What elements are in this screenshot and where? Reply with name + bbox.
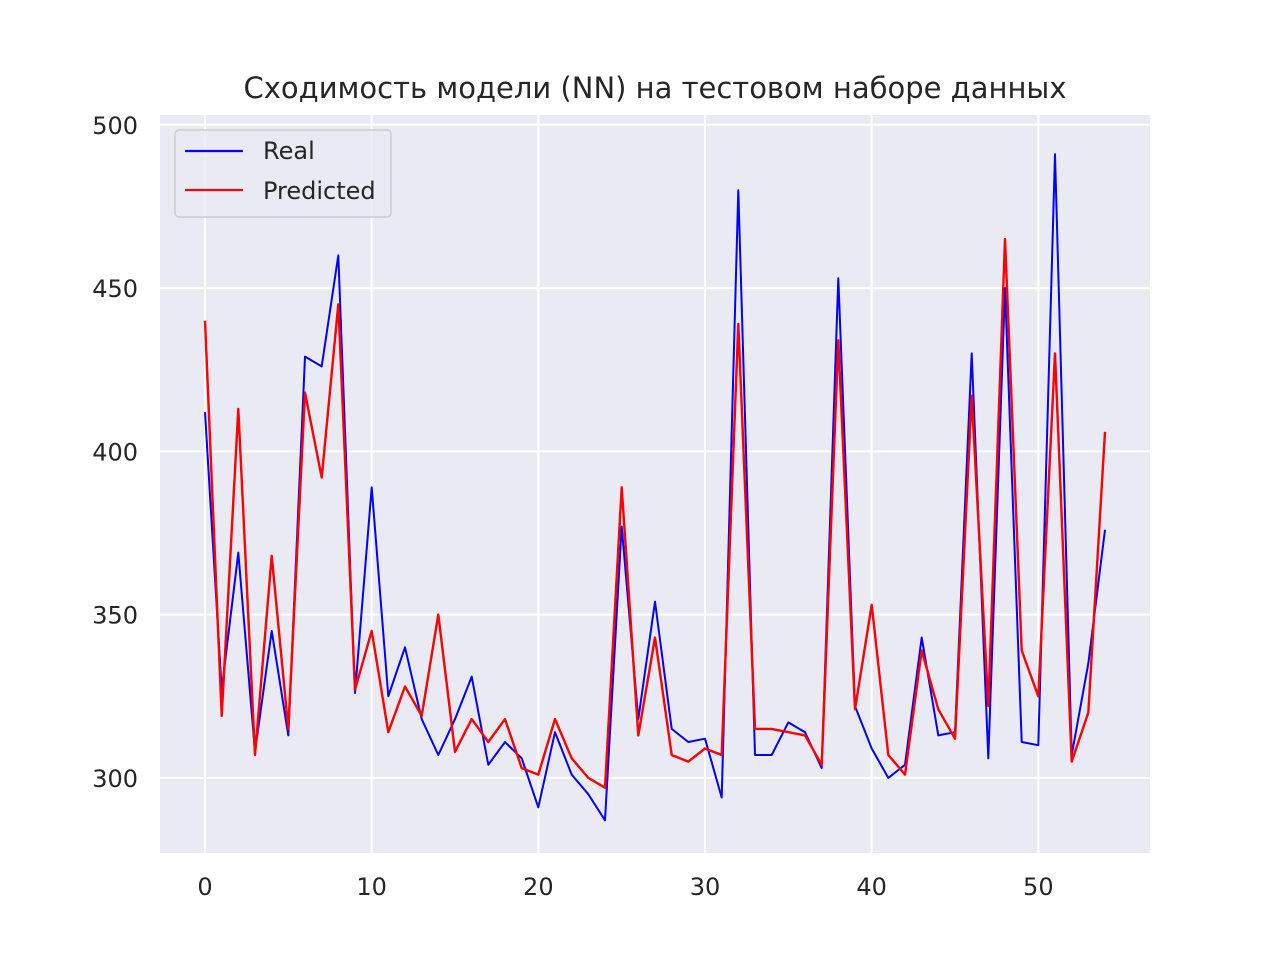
- legend-label-predicted: Predicted: [263, 177, 376, 205]
- chart-title: Сходимость модели (NN) на тестовом набор…: [244, 71, 1067, 105]
- data-series: [203, 153, 1107, 822]
- x-tick-label: 40: [856, 873, 887, 901]
- plot-area: [160, 115, 1150, 853]
- y-tick-label: 300: [92, 765, 138, 793]
- y-tick-label: 400: [92, 438, 138, 466]
- legend-label-real: Real: [263, 137, 315, 165]
- y-tick-label: 500: [92, 112, 138, 140]
- y-axis-ticks: 300 350 400 450 500: [92, 112, 138, 793]
- y-tick-label: 350: [92, 602, 138, 630]
- x-axis-ticks: 0 10 20 30 40 50: [197, 873, 1053, 901]
- x-tick-label: 30: [690, 873, 721, 901]
- y-tick-label: 450: [92, 275, 138, 303]
- x-tick-label: 20: [523, 873, 554, 901]
- series-line-predicted: [203, 237, 1107, 789]
- x-tick-label: 10: [356, 873, 387, 901]
- x-tick-label: 0: [197, 873, 212, 901]
- legend: Real Predicted: [174, 129, 392, 218]
- x-tick-label: 50: [1023, 873, 1054, 901]
